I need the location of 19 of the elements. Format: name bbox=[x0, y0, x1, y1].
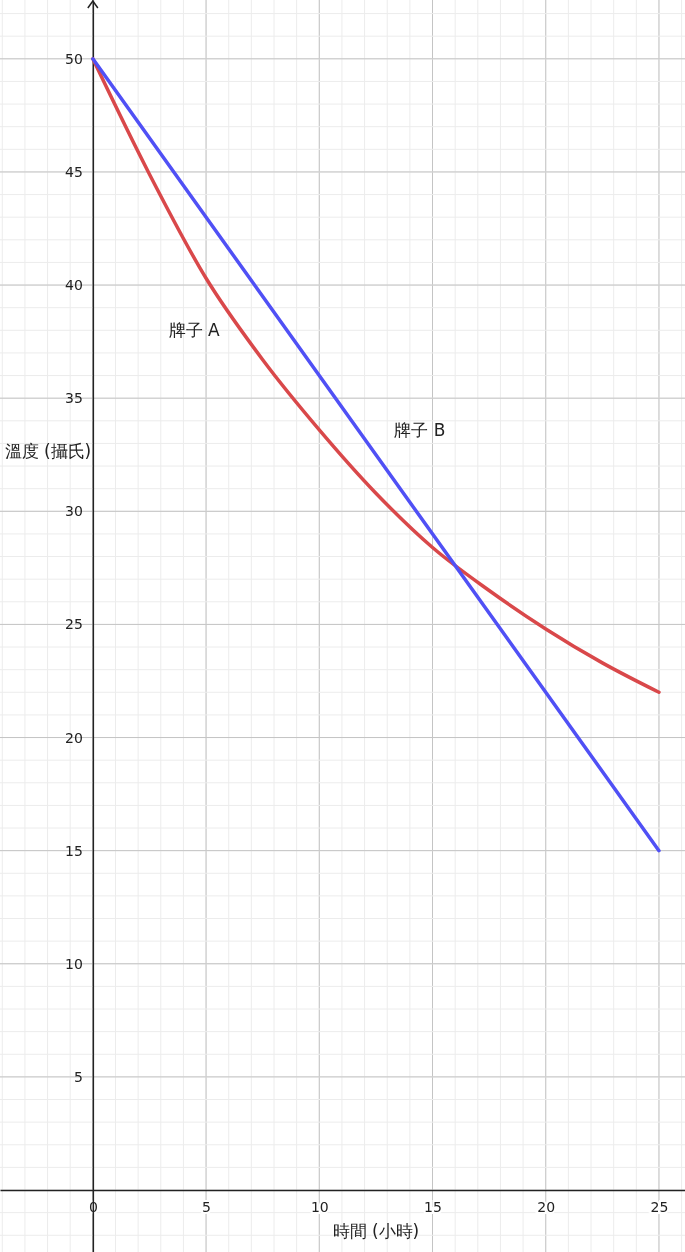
series-label: 牌子 B bbox=[394, 419, 446, 440]
y-tick-label: 45 bbox=[65, 163, 83, 180]
y-tick-label: 5 bbox=[73, 1068, 83, 1085]
y-tick-label: 10 bbox=[65, 955, 83, 972]
y-tick-label: 40 bbox=[65, 277, 83, 294]
y-tick-label: 50 bbox=[65, 50, 83, 67]
x-tick-label: 10 bbox=[310, 1198, 329, 1215]
series-label: 牌子 A bbox=[168, 320, 220, 341]
x-tick-label: 20 bbox=[537, 1198, 556, 1215]
y-tick-label: 30 bbox=[65, 503, 83, 520]
y-tick-label: 20 bbox=[65, 729, 83, 746]
y-axis-title: 溫度 (攝氏) bbox=[4, 441, 92, 462]
x-tick-label: 5 bbox=[202, 1198, 212, 1215]
x-axis-title: 時間 (小時) bbox=[332, 1221, 420, 1242]
x-tick-label: 15 bbox=[424, 1198, 442, 1215]
x-tick-label: 25 bbox=[650, 1198, 669, 1215]
y-tick-label: 15 bbox=[65, 842, 83, 859]
y-tick-label: 25 bbox=[65, 616, 83, 633]
y-tick-label: 35 bbox=[65, 390, 83, 407]
